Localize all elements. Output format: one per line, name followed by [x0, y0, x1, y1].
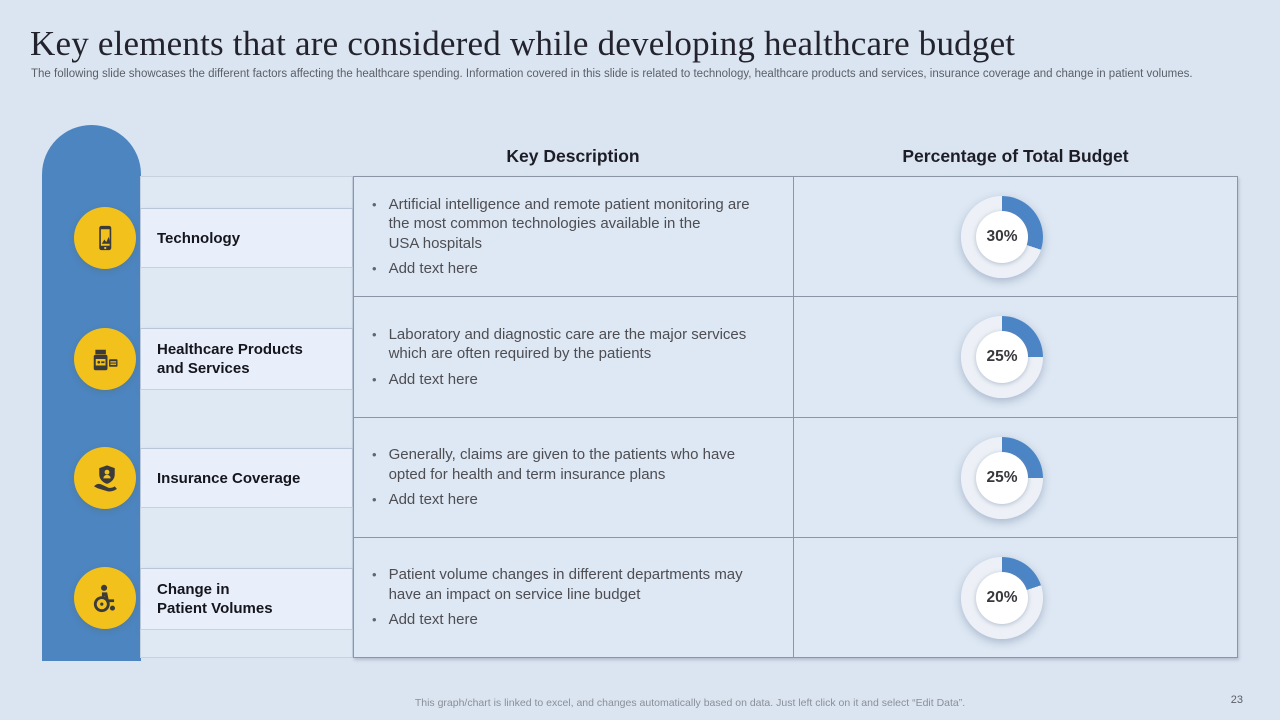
- sidebar-item-insurance-coverage: Insurance Coverage: [140, 448, 353, 508]
- nav-spacer: [140, 629, 353, 658]
- page-title: Key elements that are considered while d…: [30, 24, 1016, 63]
- donut-chart-insurance-coverage: 25%: [961, 436, 1043, 519]
- donut-chart-technology: 30%: [961, 195, 1043, 278]
- budget-table: Artificial intelligence and remote patie…: [353, 176, 1238, 658]
- icon-badge-technology: [74, 207, 136, 269]
- donut-value: 30%: [976, 210, 1028, 263]
- table-row-healthcare-products: Laboratory and diagnostic care are the m…: [354, 297, 1237, 418]
- description-cell: Generally, claims are given to the patie…: [354, 418, 794, 537]
- percentage-cell: 20%: [794, 538, 1237, 657]
- sidebar-item-healthcare-products: Healthcare Products and Services: [140, 328, 353, 390]
- sidebar-item-technology: Technology: [140, 208, 353, 268]
- icon-badge-insurance-coverage: [74, 447, 136, 509]
- icon-badge-healthcare-products: [74, 328, 136, 390]
- sidebar-item-label: Insurance Coverage: [157, 469, 301, 487]
- bullet-item: Add text here: [368, 370, 771, 390]
- donut-value: 25%: [976, 451, 1028, 504]
- bullet-item: Add text here: [368, 610, 771, 630]
- wheelchair-icon: [93, 584, 115, 613]
- smartphone-icon: [99, 225, 112, 251]
- column-header-key-description: Key Description: [506, 146, 640, 166]
- donut-value: 25%: [976, 331, 1028, 383]
- column-header-percentage: Percentage of Total Budget: [902, 146, 1129, 166]
- percentage-cell: 30%: [794, 177, 1237, 296]
- medicine-bottle-icon: [93, 349, 118, 371]
- nav-spacer: [140, 267, 353, 329]
- slide-subtitle: The following slide showcases the differ…: [31, 68, 1193, 80]
- percentage-cell: 25%: [794, 297, 1237, 417]
- bullet-item: Generally, claims are given to the patie…: [368, 445, 771, 484]
- bullet-item: Patient volume changes in different depa…: [368, 565, 771, 604]
- footer-note: This graph/chart is linked to excel, and…: [414, 697, 966, 709]
- description-cell: Artificial intelligence and remote patie…: [354, 177, 794, 296]
- table-row-technology: Artificial intelligence and remote patie…: [354, 177, 1237, 297]
- shield-hand-icon: [94, 465, 117, 492]
- sidebar-item-label: Change in Patient Volumes: [157, 581, 273, 617]
- nav-spacer: [140, 507, 353, 569]
- bullet-item: Laboratory and diagnostic care are the m…: [368, 325, 771, 364]
- percentage-cell: 25%: [794, 418, 1237, 537]
- sidebar-item-patient-volumes: Change in Patient Volumes: [140, 568, 353, 630]
- icon-badge-patient-volumes: [74, 567, 136, 629]
- sidebar-item-label: Technology: [157, 229, 241, 247]
- donut-value: 20%: [976, 571, 1028, 624]
- bullet-item: Artificial intelligence and remote patie…: [368, 195, 771, 254]
- bullet-item: Add text here: [368, 259, 771, 279]
- page-number: 23: [1230, 694, 1243, 706]
- description-cell: Laboratory and diagnostic care are the m…: [354, 297, 794, 417]
- sidebar-item-label: Healthcare Products and Services: [157, 341, 303, 377]
- table-row-patient-volumes: Patient volume changes in different depa…: [354, 538, 1237, 657]
- donut-chart-patient-volumes: 20%: [961, 556, 1043, 639]
- table-row-insurance-coverage: Generally, claims are given to the patie…: [354, 418, 1237, 538]
- nav-spacer: [140, 176, 353, 209]
- bullet-item: Add text here: [368, 490, 771, 510]
- description-cell: Patient volume changes in different depa…: [354, 538, 794, 657]
- nav-spacer: [140, 389, 353, 449]
- donut-chart-healthcare-products: 25%: [961, 316, 1043, 398]
